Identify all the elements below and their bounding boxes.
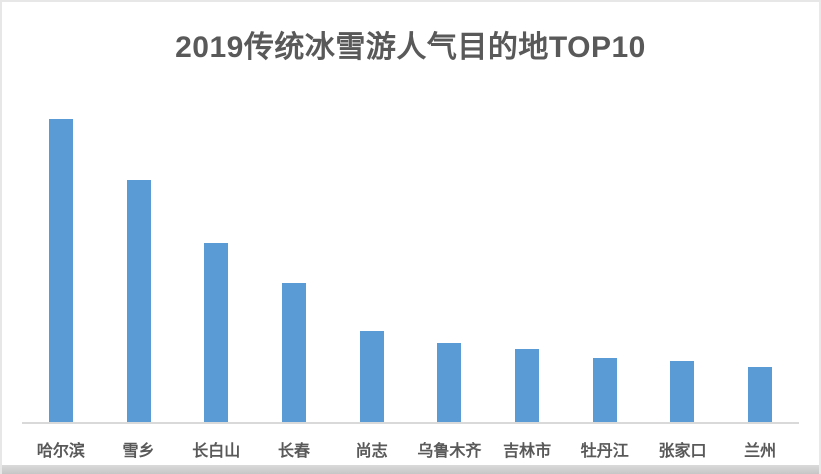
x-axis-label: 吉林市	[503, 443, 552, 460]
card-bottom-edge	[2, 465, 819, 474]
bar	[359, 331, 384, 422]
x-axis-line	[22, 422, 799, 424]
bars-row	[22, 119, 799, 422]
chart-title: 2019传统冰雪游人气目的地TOP10	[175, 31, 646, 64]
x-axis-label: 乌鲁木齐	[417, 443, 482, 460]
x-axis-label: 张家口	[658, 443, 707, 460]
x-axis-label: 雪乡	[122, 443, 155, 460]
x-axis-labels: 哈尔滨 雪乡 长白山 长春 尚志 乌鲁木齐 吉林市 牡丹江 张家口 兰州	[22, 437, 799, 461]
plot-area: 哈尔滨 雪乡 长白山 长春 尚志 乌鲁木齐 吉林市 牡丹江 张家口 兰州	[22, 119, 799, 461]
bar-slot	[644, 119, 722, 422]
bar-slot	[411, 119, 489, 422]
x-axis-label: 兰州	[744, 443, 777, 460]
bar-slot	[566, 119, 644, 422]
bar-slot	[488, 119, 566, 422]
x-axis-label: 长春	[277, 443, 310, 460]
x-axis-label: 尚志	[355, 443, 388, 460]
bar	[748, 367, 773, 422]
x-axis-label: 长白山	[192, 443, 241, 460]
x-axis-label: 牡丹江	[580, 443, 629, 460]
bar	[281, 282, 306, 422]
bar-slot	[22, 119, 100, 422]
bar	[204, 243, 229, 422]
bar-slot	[721, 119, 799, 422]
bar-slot	[255, 119, 333, 422]
x-axis-label: 哈尔滨	[36, 443, 85, 460]
bar	[48, 119, 73, 422]
bar-slot	[333, 119, 411, 422]
bar	[437, 343, 462, 422]
bar-slot	[177, 119, 255, 422]
bar-slot	[100, 119, 178, 422]
bar	[592, 358, 617, 422]
bar	[670, 361, 695, 422]
bar	[515, 349, 540, 422]
bar	[126, 179, 151, 422]
